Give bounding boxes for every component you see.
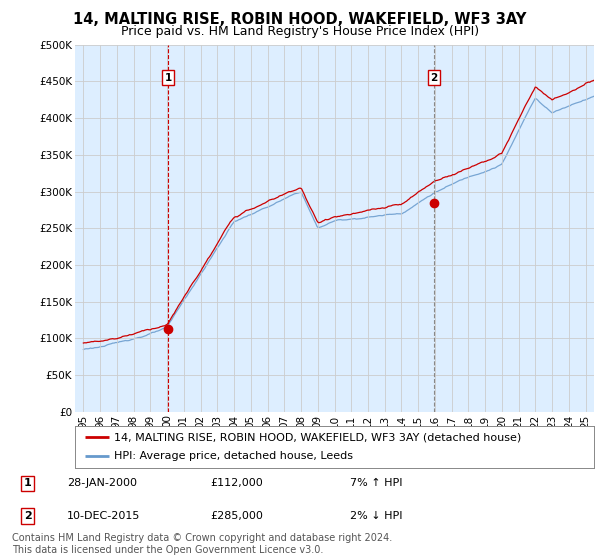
Text: 14, MALTING RISE, ROBIN HOOD, WAKEFIELD, WF3 3AY (detached house): 14, MALTING RISE, ROBIN HOOD, WAKEFIELD,… (114, 432, 521, 442)
Text: 2: 2 (430, 73, 437, 83)
Text: 10-DEC-2015: 10-DEC-2015 (67, 511, 140, 521)
Text: 1: 1 (164, 73, 172, 83)
Text: 7% ↑ HPI: 7% ↑ HPI (350, 478, 402, 488)
Text: £285,000: £285,000 (210, 511, 263, 521)
Text: 2% ↓ HPI: 2% ↓ HPI (350, 511, 402, 521)
Text: £112,000: £112,000 (210, 478, 263, 488)
Text: 2: 2 (23, 511, 31, 521)
Text: HPI: Average price, detached house, Leeds: HPI: Average price, detached house, Leed… (114, 451, 353, 461)
Text: 14, MALTING RISE, ROBIN HOOD, WAKEFIELD, WF3 3AY: 14, MALTING RISE, ROBIN HOOD, WAKEFIELD,… (73, 12, 527, 27)
Text: 28-JAN-2000: 28-JAN-2000 (67, 478, 137, 488)
Text: Contains HM Land Registry data © Crown copyright and database right 2024.
This d: Contains HM Land Registry data © Crown c… (12, 533, 392, 555)
Text: Price paid vs. HM Land Registry's House Price Index (HPI): Price paid vs. HM Land Registry's House … (121, 25, 479, 38)
Text: 1: 1 (23, 478, 31, 488)
